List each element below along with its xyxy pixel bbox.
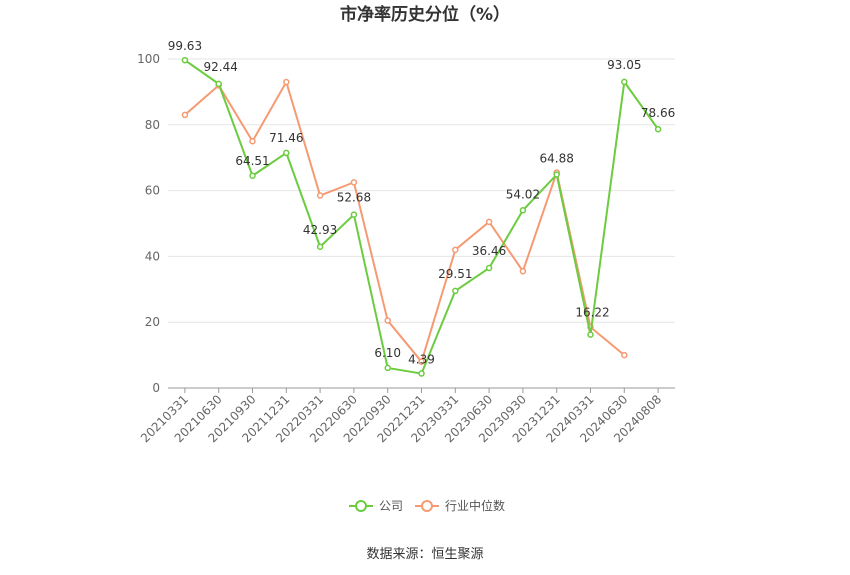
data-label: 16.22 <box>575 306 609 320</box>
legend[interactable]: 公司 行业中位数 <box>349 498 505 513</box>
series-line-1 <box>184 81 625 363</box>
legend-swatch-marker <box>355 500 367 512</box>
y-tick-label: 100 <box>137 52 160 66</box>
data-point <box>553 171 560 178</box>
data-point <box>384 317 391 324</box>
data-label: 92.44 <box>204 60 238 74</box>
data-point <box>384 364 391 372</box>
y-tick-label: 20 <box>145 315 160 329</box>
x-axis: 2021033120210630202109302021123120220331… <box>138 387 675 445</box>
legend-label: 行业中位数 <box>445 498 505 513</box>
data-point <box>316 243 324 251</box>
y-tick-label: 60 <box>145 184 160 198</box>
data-source: 数据来源：恒生聚源 <box>366 547 483 562</box>
chart-title: 市净率历史分位（%） <box>340 4 510 25</box>
data-label: 42.93 <box>303 223 337 237</box>
data-label: 36.46 <box>472 244 506 258</box>
data-point <box>418 370 425 377</box>
legend-swatch-marker <box>421 500 433 512</box>
y-tick-label: 40 <box>145 249 160 263</box>
legend-label: 公司 <box>379 499 403 513</box>
data-point <box>350 211 358 218</box>
data-point <box>485 264 493 272</box>
data-point <box>654 125 662 133</box>
data-point <box>181 56 189 64</box>
y-axis: 0 20 40 60 80 100 <box>137 52 160 395</box>
data-point <box>519 207 527 214</box>
data-label: 6.10 <box>374 346 401 360</box>
data-point <box>249 172 256 180</box>
data-point <box>283 149 290 157</box>
data-point <box>283 78 290 86</box>
data-point <box>519 267 527 275</box>
data-label: 71.46 <box>269 131 303 145</box>
grid <box>168 58 675 323</box>
data-label: 29.51 <box>438 267 472 281</box>
data-label: 78.66 <box>641 106 675 120</box>
data-label: 93.05 <box>607 58 641 72</box>
data-point <box>215 80 222 88</box>
data-label: 52.68 <box>337 191 371 205</box>
y-tick-label: 80 <box>145 118 160 132</box>
data-label: 54.02 <box>506 187 540 201</box>
data-point <box>249 138 256 145</box>
data-point <box>621 351 628 359</box>
y-tick-label: 0 <box>152 381 160 395</box>
data-point <box>452 246 459 254</box>
data-point <box>316 192 324 199</box>
data-point <box>418 358 425 365</box>
data-label: 4.39 <box>408 353 435 367</box>
data-label: 99.63 <box>168 39 202 53</box>
data-point <box>587 331 594 338</box>
data-point <box>452 287 459 295</box>
data-label: 64.51 <box>235 154 269 168</box>
legend-item-1[interactable]: 行业中位数 <box>415 498 505 513</box>
series-line-0 <box>184 59 659 375</box>
series-layer <box>181 56 662 377</box>
legend-item-0[interactable]: 公司 <box>349 499 403 513</box>
data-point <box>181 111 189 119</box>
data-label: 64.88 <box>540 152 574 166</box>
data-point <box>485 218 493 226</box>
data-point <box>350 179 358 186</box>
data-point <box>621 78 628 86</box>
